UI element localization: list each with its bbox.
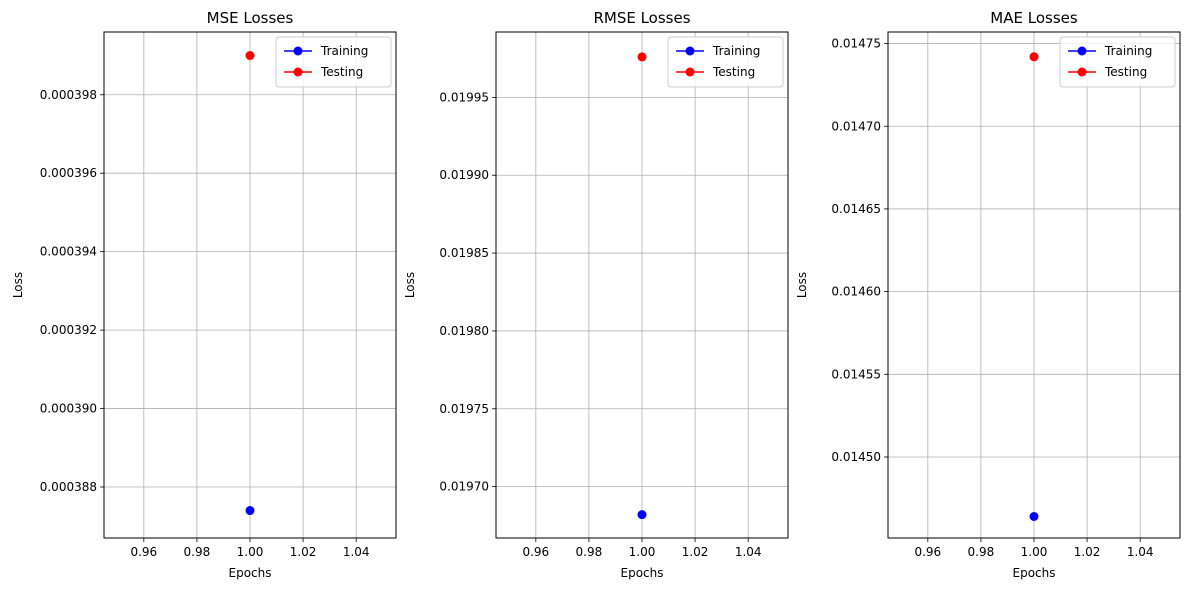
chart-title: RMSE Losses [593, 9, 690, 27]
legend: Training Testing [667, 36, 784, 88]
legend-box [667, 36, 784, 88]
x-tick-label: 1.00 [629, 545, 656, 559]
x-tick-label: 1.04 [735, 545, 762, 559]
x-tick-label: 1.00 [237, 545, 264, 559]
legend-box [275, 36, 392, 88]
legend-label: Testing [1104, 65, 1147, 79]
y-tick-label: 0.01470 [831, 119, 881, 133]
series-training [637, 510, 647, 520]
legend-marker [293, 67, 303, 77]
legend-item: Testing [1068, 65, 1147, 79]
data-point-testing [1029, 52, 1039, 62]
y-axis-title: Loss [795, 272, 809, 298]
legend-label: Training [1104, 44, 1152, 58]
data-point-testing [245, 51, 255, 61]
x-axis-title: Epochs [229, 566, 272, 580]
y-tick-label: 0.01455 [831, 367, 881, 381]
x-tick-label: 1.04 [343, 545, 370, 559]
x-tick-label: 0.96 [522, 545, 549, 559]
x-tick-label: 0.98 [576, 545, 603, 559]
legend-label: Testing [320, 65, 363, 79]
y-tick-label: 0.01475 [831, 37, 881, 51]
y-tick-label: 0.01460 [831, 285, 881, 299]
legend: Training Testing [275, 36, 392, 88]
legend-marker [293, 46, 303, 56]
x-tick-label: 0.96 [914, 545, 941, 559]
x-tick-label: 0.96 [130, 545, 157, 559]
y-tick-label: 0.000398 [40, 88, 97, 102]
y-tick-label: 0.01975 [439, 402, 489, 416]
legend-marker [685, 67, 695, 77]
x-tick-label: 0.98 [968, 545, 995, 559]
x-tick-label: 1.02 [290, 545, 317, 559]
legend-item: Testing [284, 65, 363, 79]
y-tick-label: 0.000394 [40, 245, 97, 259]
y-tick-label: 0.01980 [439, 324, 489, 338]
series-testing [637, 52, 647, 62]
legend-label: Training [320, 44, 368, 58]
x-tick-label: 1.00 [1021, 545, 1048, 559]
y-axis-title: Loss [403, 272, 417, 298]
data-point-testing [637, 52, 647, 62]
y-tick-label: 0.000390 [40, 402, 97, 416]
y-tick-label: 0.01990 [439, 168, 489, 182]
x-axis-title: Epochs [621, 566, 664, 580]
y-axis-title: Loss [11, 272, 25, 298]
data-point-training [245, 506, 255, 516]
series-training [1029, 512, 1039, 522]
x-axis-title: Epochs [1013, 566, 1056, 580]
legend-marker [685, 46, 695, 56]
series-training [245, 506, 255, 516]
series-testing [245, 51, 255, 61]
series-testing [1029, 52, 1039, 62]
y-tick-label: 0.01450 [831, 450, 881, 464]
legend-label: Testing [712, 65, 755, 79]
legend-item: Training [676, 44, 760, 58]
legend: Training Testing [1059, 36, 1176, 88]
x-tick-label: 1.02 [1074, 545, 1101, 559]
legend-item: Testing [676, 65, 755, 79]
legend-box [1059, 36, 1176, 88]
chart-title: MAE Losses [990, 9, 1078, 27]
x-tick-label: 1.04 [1127, 545, 1154, 559]
legend-item: Training [284, 44, 368, 58]
y-tick-label: 0.000388 [40, 480, 97, 494]
chart-title: MSE Losses [207, 9, 294, 27]
data-point-training [637, 510, 647, 520]
y-tick-label: 0.01995 [439, 90, 489, 104]
legend-label: Training [712, 44, 760, 58]
legend-marker [1077, 46, 1087, 56]
y-tick-label: 0.01465 [831, 202, 881, 216]
subplot-1: 0.96 0.98 1.00 1.02 1.04 0.000388 0.000390 0.00… [11, 9, 397, 580]
x-tick-label: 0.98 [184, 545, 211, 559]
y-tick-label: 0.01985 [439, 246, 489, 260]
x-tick-label: 1.02 [682, 545, 709, 559]
data-point-training [1029, 512, 1039, 522]
subplot-2: 0.96 0.98 1.00 1.02 1.04 0.01970 0.01975 0.0198… [403, 9, 789, 580]
legend-item: Training [1068, 44, 1152, 58]
legend-marker [1077, 67, 1087, 77]
subplot-3: 0.96 0.98 1.00 1.02 1.04 0.01450 0.01455 0.0146… [795, 9, 1181, 580]
y-tick-label: 0.01970 [439, 480, 489, 494]
y-tick-label: 0.000396 [40, 166, 97, 180]
y-tick-label: 0.000392 [40, 323, 97, 337]
